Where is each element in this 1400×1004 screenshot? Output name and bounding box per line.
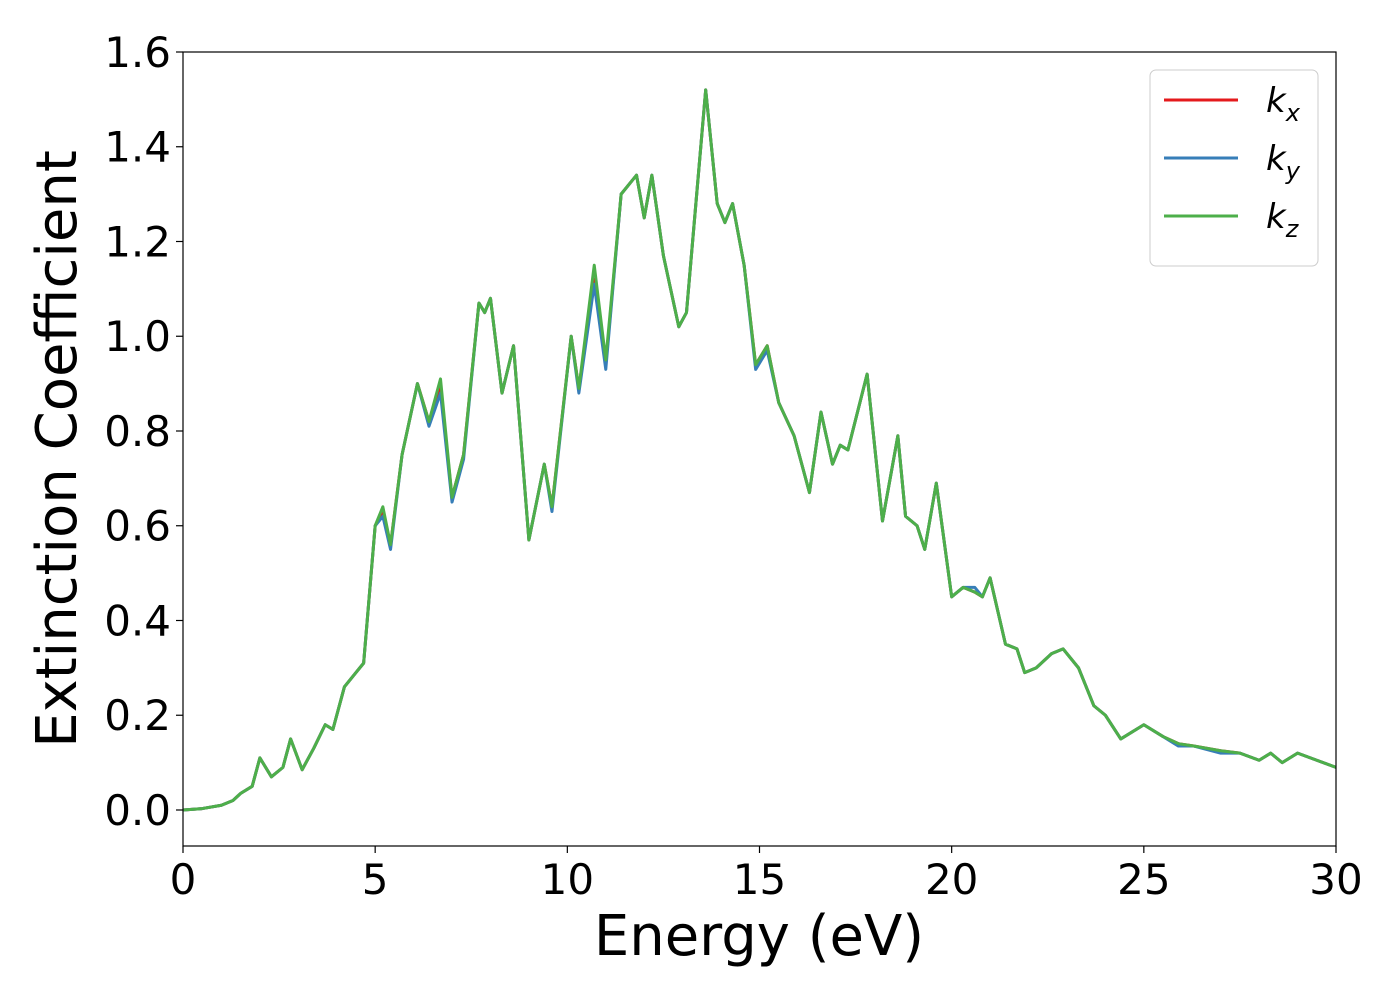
x-tick-label: 25	[1117, 855, 1170, 904]
y-tick-label: 0.8	[104, 407, 171, 456]
x-tick-label: 30	[1309, 855, 1362, 904]
x-tick-label: 20	[925, 855, 978, 904]
y-tick-label: 1.2	[104, 217, 171, 266]
y-tick-label: 0.6	[104, 502, 171, 551]
y-tick-label: 0.0	[104, 786, 171, 835]
x-tick-label: 10	[541, 855, 594, 904]
y-tick-label: 0.2	[104, 691, 171, 740]
legend-label: kz	[1266, 197, 1300, 243]
y-tick-label: 1.4	[104, 123, 171, 172]
plot-frame	[182, 51, 1337, 847]
legend-label: kx	[1266, 81, 1301, 127]
x-tick-label: 0	[170, 855, 197, 904]
y-axis-label: Extinction Coefficient	[25, 150, 90, 748]
data-line	[182, 88, 1337, 812]
y-tick-label: 1.0	[104, 312, 171, 361]
y-tick-label: 1.6	[104, 28, 171, 77]
x-tick-label: 15	[733, 855, 786, 904]
y-tick-label: 0.4	[104, 596, 171, 645]
x-axis-label: Energy (eV)	[594, 904, 924, 969]
x-tick-label: 5	[362, 855, 389, 904]
legend-label: ky	[1266, 139, 1301, 185]
